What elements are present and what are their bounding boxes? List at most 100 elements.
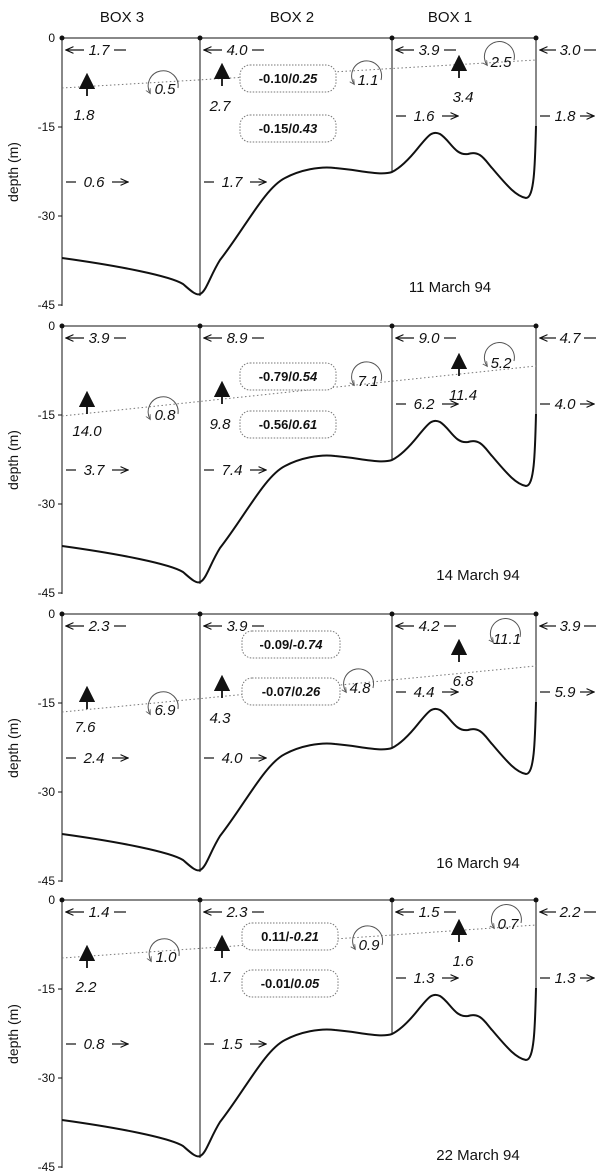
tick-0: 0 — [48, 319, 55, 333]
surface-flow-e: 3.9 — [540, 618, 596, 635]
mixing-box1-value: 11.1 — [493, 631, 521, 648]
upwelling-box3: 1.8 — [74, 72, 96, 124]
tick-30: -30 — [38, 497, 56, 511]
surface-flow-b32: 3.9 — [204, 618, 264, 635]
mixing-box2: 4.8 — [344, 668, 375, 697]
bottom-flow-b32: 4.0 — [204, 750, 266, 767]
upwelling-box3: 2.2 — [75, 944, 97, 996]
bottom-flow-b21: 6.2 — [396, 396, 458, 413]
svg-text:0.11/-0.21: 0.11/-0.21 — [261, 929, 319, 944]
surface-flow-w-value: 3.9 — [89, 330, 111, 347]
mixing-box2-value: 1.1 — [358, 72, 379, 89]
box2-header: BOX 2 — [270, 9, 314, 26]
depth-axis: 0 -15 -30 -45 depth (m) — [5, 31, 62, 312]
tick-15: -15 — [38, 120, 56, 134]
surface-flow-b21: 1.5 — [396, 904, 456, 921]
bottom-flow-b32-value: 4.0 — [222, 750, 244, 767]
tick-15: -15 — [38, 696, 56, 710]
interface-line — [61, 665, 537, 713]
interface-line — [61, 365, 537, 417]
upwelling-box3-value: 14.0 — [72, 423, 102, 440]
flux-upper-a: -0.79/ — [259, 369, 293, 384]
surface-flow-e: 2.2 — [540, 904, 596, 921]
upwelling-box2: 9.8 — [210, 380, 232, 433]
bottom-flow-w-value: 0.6 — [84, 174, 106, 191]
surface-flow-b32: 4.0 — [204, 42, 264, 59]
surface-flow-b32-value: 2.3 — [226, 904, 249, 921]
upwelling-box3-value: 7.6 — [75, 719, 97, 736]
mixing-box1: 2.5 — [484, 41, 515, 71]
bathymetry-profile — [61, 125, 537, 296]
panel-1: 0 -15 -30 -45 depth (m) 1.7 4.0 3.9 3.0 — [5, 31, 596, 312]
bottom-flow-w-value: 3.7 — [84, 462, 106, 479]
surface-flow-b32: 8.9 — [204, 330, 264, 347]
tick-30: -30 — [38, 209, 56, 223]
upwelling-box1-value: 1.6 — [453, 953, 475, 970]
upwelling-box2-value: 9.8 — [210, 416, 232, 433]
panel-date: 11 March 94 — [409, 279, 491, 296]
mixing-box1-value: 2.5 — [490, 54, 513, 71]
bottom-flow-w: 3.7 — [66, 462, 128, 479]
bottom-flow-e: 5.9 — [540, 684, 594, 701]
surface-flow-b21-value: 1.5 — [419, 904, 441, 921]
upwelling-box2: 2.7 — [209, 62, 231, 115]
upwelling-box1: 6.8 — [450, 638, 474, 690]
mixing-box3-value: 0.8 — [155, 407, 177, 424]
surface-flow-b21-value: 4.2 — [419, 618, 441, 635]
flux-box-upper: 0.11/-0.21 — [241, 922, 339, 951]
tick-0: 0 — [48, 893, 55, 907]
upwelling-box3-value: 1.8 — [74, 107, 96, 124]
bottom-flow-e-value: 4.0 — [555, 396, 577, 413]
bottom-flow-b32: 1.5 — [204, 1036, 266, 1053]
surface-flow-w-value: 2.3 — [88, 618, 111, 635]
tick-45: -45 — [38, 586, 56, 600]
flux-box-lower: -0.15/0.43 — [239, 114, 337, 143]
panel-date: 14 March 94 — [436, 567, 519, 584]
surface-flow-b32-value: 8.9 — [227, 330, 249, 347]
bottom-flow-e-value: 5.9 — [555, 684, 577, 701]
surface-flow-e-value: 2.2 — [559, 904, 582, 921]
bottom-flow-e: 4.0 — [540, 396, 594, 413]
surface-flow-b21: 9.0 — [396, 330, 456, 347]
panel-date: 16 March 94 — [436, 855, 519, 872]
panel-2: 0 -15 -30 -45 depth (m) 3.9 8.9 9.0 4.7 — [5, 319, 596, 600]
panel-frame — [59, 897, 539, 1168]
flux-upper-a: -0.10/ — [259, 71, 293, 86]
depth-axis-label: depth (m) — [5, 1004, 21, 1064]
flux-box-lower: -0.01/0.05 — [241, 969, 339, 998]
bottom-flow-w-value: 2.4 — [83, 750, 105, 767]
bottom-flow-b21-value: 1.6 — [414, 108, 436, 125]
mixing-box3: 0.5 — [148, 70, 179, 98]
bottom-flow-b32-value: 1.5 — [222, 1036, 244, 1053]
svg-text:-0.56/0.61: -0.56/0.61 — [259, 417, 318, 432]
svg-text:-0.07/0.26: -0.07/0.26 — [262, 684, 321, 699]
panel-frame — [59, 35, 539, 306]
mixing-box1: 5.2 — [484, 342, 515, 372]
bottom-flow-e-value: 1.3 — [555, 970, 577, 987]
surface-flow-e-value: 3.0 — [560, 42, 582, 59]
flux-box-upper: -0.10/0.25 — [239, 64, 337, 93]
panel-date: 22 March 94 — [436, 1147, 519, 1164]
depth-axis-label: depth (m) — [5, 718, 21, 778]
depth-axis: 0 -15 -30 -45 depth (m) — [5, 319, 62, 600]
depth-axis: 0 -15 -30 -45 depth (m) — [5, 893, 62, 1174]
box3-header: BOX 3 — [100, 9, 144, 26]
surface-flow-b21: 4.2 — [396, 618, 456, 635]
mixing-box3: 0.8 — [148, 396, 179, 424]
tick-45: -45 — [38, 298, 56, 312]
flux-lower-a: -0.56/ — [259, 417, 293, 432]
surface-flow-b32: 2.3 — [204, 904, 264, 921]
surface-flow-w: 1.4 — [66, 904, 126, 921]
depth-axis: 0 -15 -30 -45 depth (m) — [5, 607, 62, 888]
surface-flow-e-value: 4.7 — [560, 330, 582, 347]
upwelling-box2-value: 4.3 — [210, 710, 232, 727]
surface-flow-b32-value: 4.0 — [227, 42, 249, 59]
panel-3: 0 -15 -30 -45 depth (m) 2.3 3.9 4.2 3.9 — [5, 607, 596, 888]
surface-flow-w-value: 1.7 — [89, 42, 111, 59]
surface-flow-e: 4.7 — [540, 330, 596, 347]
mixing-box3: 6.9 — [148, 691, 179, 719]
flux-lower-a: -0.07/ — [262, 684, 296, 699]
panel-frame — [59, 323, 539, 594]
bottom-flow-b32: 1.7 — [204, 174, 266, 191]
upwelling-box3: 14.0 — [72, 390, 102, 440]
